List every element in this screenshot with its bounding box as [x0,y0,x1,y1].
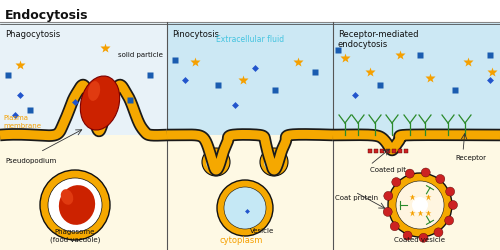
Circle shape [434,228,443,237]
Circle shape [264,152,284,172]
Circle shape [392,178,401,186]
Circle shape [412,197,428,213]
Ellipse shape [60,189,74,205]
Text: Vesicle: Vesicle [250,228,274,234]
Text: Extracellular fluid: Extracellular fluid [216,35,284,44]
Ellipse shape [80,76,120,130]
Text: Coated pit: Coated pit [370,167,406,173]
Circle shape [444,216,454,225]
Circle shape [40,170,110,240]
Circle shape [388,173,452,237]
Text: cytoplasm: cytoplasm [220,236,264,245]
Bar [0,22,167,135]
Circle shape [419,233,428,242]
Text: Receptor: Receptor [455,155,486,161]
Circle shape [403,231,412,240]
Circle shape [206,152,226,172]
Circle shape [436,174,445,184]
Bar [0,0,500,22]
Circle shape [396,181,444,229]
Ellipse shape [88,81,100,101]
Circle shape [406,169,414,178]
Circle shape [202,148,230,176]
Text: Phagosome
(food vacuole): Phagosome (food vacuole) [50,229,100,243]
Circle shape [48,178,102,232]
Circle shape [390,222,399,231]
Circle shape [224,187,266,229]
Text: Pseudopodium: Pseudopodium [5,158,56,164]
Text: Phagocytosis: Phagocytosis [5,30,60,39]
Circle shape [383,207,392,216]
Text: Coated vesicle: Coated vesicle [394,237,446,243]
Circle shape [421,168,430,177]
Text: Plasma
membrane: Plasma membrane [3,115,41,129]
Text: Pinocytosis: Pinocytosis [172,30,219,39]
Text: Endocytosis: Endocytosis [5,8,88,22]
Ellipse shape [59,185,95,225]
Circle shape [217,180,273,236]
Text: Coat protein: Coat protein [335,195,378,201]
Circle shape [384,192,393,200]
Text: Receptor-mediated
endocytosis: Receptor-mediated endocytosis [338,30,418,50]
Circle shape [260,148,288,176]
Circle shape [448,200,458,209]
Text: solid particle: solid particle [118,52,163,58]
Circle shape [446,187,454,196]
Bar [167,22,500,135]
Bar [0,135,500,250]
